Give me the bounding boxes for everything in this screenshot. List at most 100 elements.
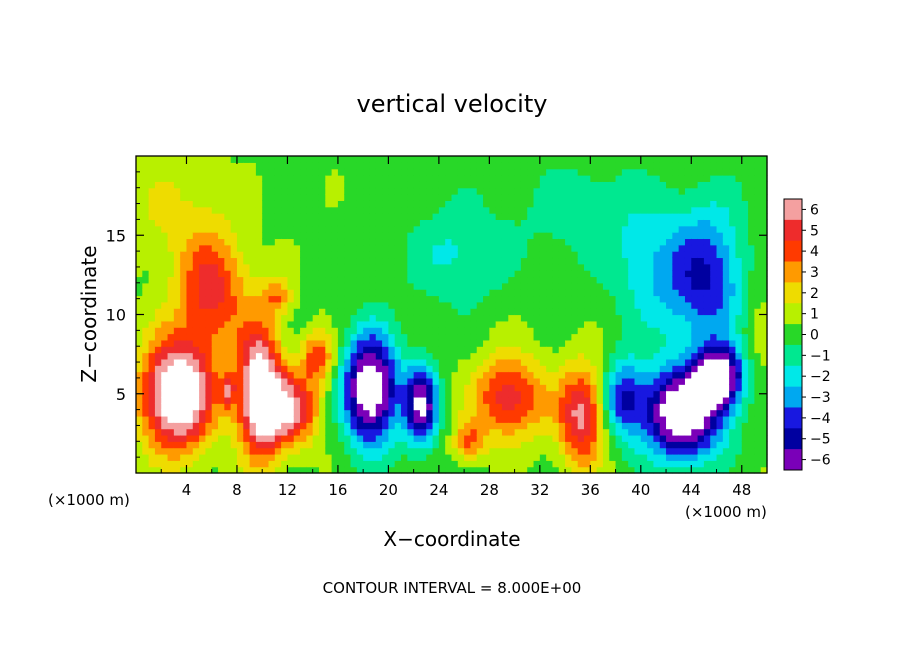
field-cell: [571, 219, 579, 227]
field-cell: [388, 358, 396, 366]
field-cell: [255, 453, 263, 461]
field-cell: [741, 263, 749, 271]
field-cell: [546, 238, 554, 246]
field-cell: [224, 346, 232, 354]
field-cell: [419, 295, 427, 303]
field-cell: [413, 219, 421, 227]
field-cell: [161, 308, 169, 316]
field-cell: [520, 232, 528, 240]
field-cell: [306, 168, 314, 176]
field-cell: [432, 396, 440, 404]
field-cell: [508, 194, 516, 201]
field-cell: [192, 314, 200, 322]
field-cell: [722, 156, 730, 163]
field-cell: [419, 390, 427, 398]
field-cell: [533, 263, 541, 271]
field-cell: [697, 213, 705, 220]
field-cell: [255, 301, 263, 309]
field-cell: [312, 377, 320, 385]
field-cell: [287, 219, 295, 227]
field-cell: [495, 409, 503, 417]
field-cell: [710, 213, 718, 220]
field-cell: [596, 409, 604, 417]
field-cell: [325, 352, 333, 360]
field-cell: [268, 396, 276, 404]
field-cell: [344, 460, 352, 468]
field-cell: [552, 219, 560, 227]
field-cell: [331, 270, 339, 278]
field-cell: [375, 175, 383, 182]
field-cell: [180, 270, 188, 278]
field-cell: [703, 320, 711, 328]
field-cell: [249, 314, 257, 322]
field-cell: [539, 168, 547, 176]
field-cell: [489, 409, 497, 417]
field-cell: [281, 339, 289, 347]
field-cell: [274, 377, 282, 385]
field-cell: [754, 434, 762, 442]
field-cell: [281, 244, 289, 252]
field-cell: [350, 232, 358, 240]
field-cell: [426, 466, 434, 474]
field-cell: [300, 358, 307, 366]
field-cell: [224, 447, 232, 455]
field-cell: [382, 320, 389, 328]
field-cell: [602, 396, 610, 404]
field-cell: [489, 225, 497, 233]
field-cell: [337, 295, 345, 303]
field-cell: [413, 434, 421, 442]
field-cell: [577, 428, 585, 436]
field-cell: [489, 377, 497, 385]
field-cell: [590, 466, 598, 474]
field-cell: [457, 244, 465, 252]
field-cell: [382, 282, 389, 290]
field-cell: [628, 327, 636, 335]
field-cell: [445, 200, 453, 208]
field-cell: [495, 276, 503, 284]
field-cell: [363, 175, 371, 182]
field-cell: [230, 409, 238, 417]
field-cell: [634, 301, 642, 309]
field-cell: [167, 415, 175, 423]
field-cell: [678, 320, 686, 328]
field-cell: [735, 168, 743, 176]
field-cell: [356, 232, 364, 240]
field-cell: [571, 251, 579, 259]
field-cell: [533, 434, 541, 442]
field-cell: [596, 251, 604, 259]
field-cell: [729, 441, 737, 449]
field-cell: [186, 225, 194, 233]
field-cell: [388, 175, 396, 182]
field-cell: [438, 238, 446, 246]
field-cell: [754, 251, 762, 259]
field-cell: [729, 434, 737, 442]
field-cell: [218, 409, 225, 417]
field-cell: [274, 156, 282, 163]
field-cell: [729, 295, 737, 303]
field-cell: [546, 390, 554, 398]
field-cell: [470, 213, 478, 220]
field-cell: [735, 181, 743, 189]
field-cell: [401, 339, 408, 347]
field-cell: [741, 396, 749, 404]
field-cell: [520, 453, 528, 461]
field-cell: [218, 466, 225, 474]
field-cell: [552, 365, 560, 373]
field-cell: [432, 339, 440, 347]
field-cell: [167, 156, 175, 163]
field-cell: [552, 232, 560, 240]
field-cell: [325, 225, 333, 233]
field-cell: [640, 194, 648, 201]
field-cell: [527, 415, 535, 423]
field-cell: [148, 282, 156, 290]
field-cell: [703, 181, 711, 189]
field-cell: [539, 466, 547, 474]
field-cell: [350, 187, 358, 195]
field-cell: [634, 168, 642, 176]
field-cell: [224, 415, 232, 423]
field-cell: [722, 200, 730, 208]
field-cell: [703, 396, 711, 404]
field-cell: [173, 384, 181, 392]
field-cell: [634, 365, 642, 373]
field-cell: [495, 371, 503, 379]
